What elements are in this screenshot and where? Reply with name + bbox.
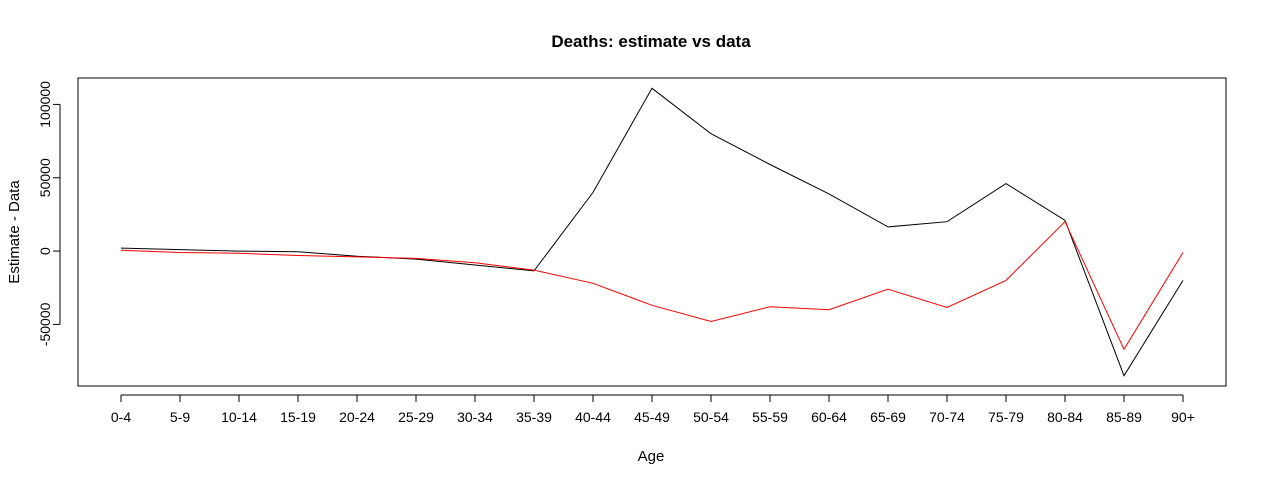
x-tick-label: 20-24 bbox=[339, 409, 375, 425]
y-axis-label: Estimate - Data bbox=[6, 180, 23, 284]
x-tick-label: 0-4 bbox=[111, 409, 131, 425]
chart-title: Deaths: estimate vs data bbox=[551, 32, 751, 51]
series-line-1 bbox=[120, 87, 1184, 377]
y-axis: -50000 0 50000 100000 bbox=[37, 81, 61, 346]
y-tick-label: 0 bbox=[37, 247, 53, 255]
x-tick-label: 60-64 bbox=[811, 409, 847, 425]
x-tick-label: 80-84 bbox=[1047, 409, 1083, 425]
x-tick-label: 30-34 bbox=[457, 409, 493, 425]
plot-box bbox=[77, 77, 1227, 387]
y-tick-label: -50000 bbox=[37, 302, 53, 346]
series-line-2 bbox=[120, 220, 1184, 351]
x-tick-label: 75-79 bbox=[988, 409, 1024, 425]
series-layer bbox=[120, 87, 1184, 377]
x-tick-label: 15-19 bbox=[280, 409, 316, 425]
x-tick-label: 45-49 bbox=[634, 409, 670, 425]
x-tick-label: 5-9 bbox=[170, 409, 190, 425]
x-tick-label: 10-14 bbox=[221, 409, 257, 425]
x-axis: 0-4 5-9 10-14 15-19 20-24 25-29 30-34 35-39 40-4… bbox=[111, 394, 1195, 425]
x-tick-label: 25-29 bbox=[398, 409, 434, 425]
x-tick-label: 50-54 bbox=[693, 409, 729, 425]
y-tick-label: 100000 bbox=[37, 81, 53, 128]
x-tick-label: 35-39 bbox=[516, 409, 552, 425]
x-tick-label: 65-69 bbox=[870, 409, 906, 425]
x-tick-label: 70-74 bbox=[929, 409, 965, 425]
y-tick-label: 50000 bbox=[37, 158, 53, 197]
x-tick-label: 85-89 bbox=[1106, 409, 1142, 425]
x-tick-label: 55-59 bbox=[752, 409, 788, 425]
x-axis-label: Age bbox=[638, 448, 665, 465]
x-tick-label: 40-44 bbox=[575, 409, 611, 425]
x-tick-label: 90+ bbox=[1171, 409, 1195, 425]
